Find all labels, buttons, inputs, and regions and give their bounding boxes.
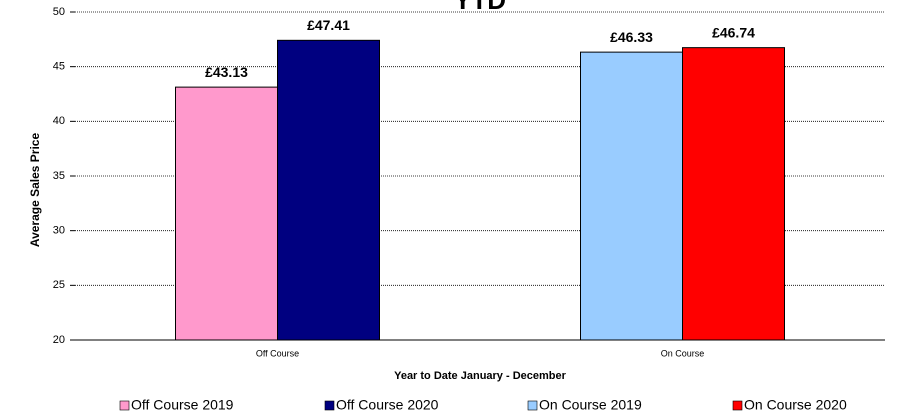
x-tick-label: Off Course [256,348,299,358]
data-label: £47.41 [307,17,350,33]
bar [580,51,683,341]
data-label: £46.74 [712,24,755,40]
chart-title: YTD [454,0,506,15]
y-tick-label: 50 [53,6,65,18]
legend-label: On Course 2019 [539,397,642,413]
y-axis-label: Average Sales Price [28,133,42,248]
legend-swatch [527,400,538,411]
legend-swatch [119,400,130,411]
y-tick-label: 40 [53,115,65,127]
bar [175,86,278,341]
bar [682,47,785,341]
bar [277,39,380,341]
y-tick-label: 25 [53,279,65,291]
y-tick-label: 45 [53,61,65,73]
legend-label: On Course 2020 [744,397,847,413]
y-tick-label: 20 [53,334,65,346]
x-axis-label: Year to Date January - December [394,370,567,382]
legend-label: Off Course 2019 [131,397,234,413]
legend-label: Off Course 2020 [336,397,439,413]
legend-swatch [732,400,743,411]
data-label: £43.13 [205,64,248,80]
legend-swatch [324,400,335,411]
data-label: £46.33 [610,29,653,45]
x-tick-label: On Course [661,348,705,358]
y-tick-label: 35 [53,170,65,182]
y-tick-label: 30 [53,225,65,237]
